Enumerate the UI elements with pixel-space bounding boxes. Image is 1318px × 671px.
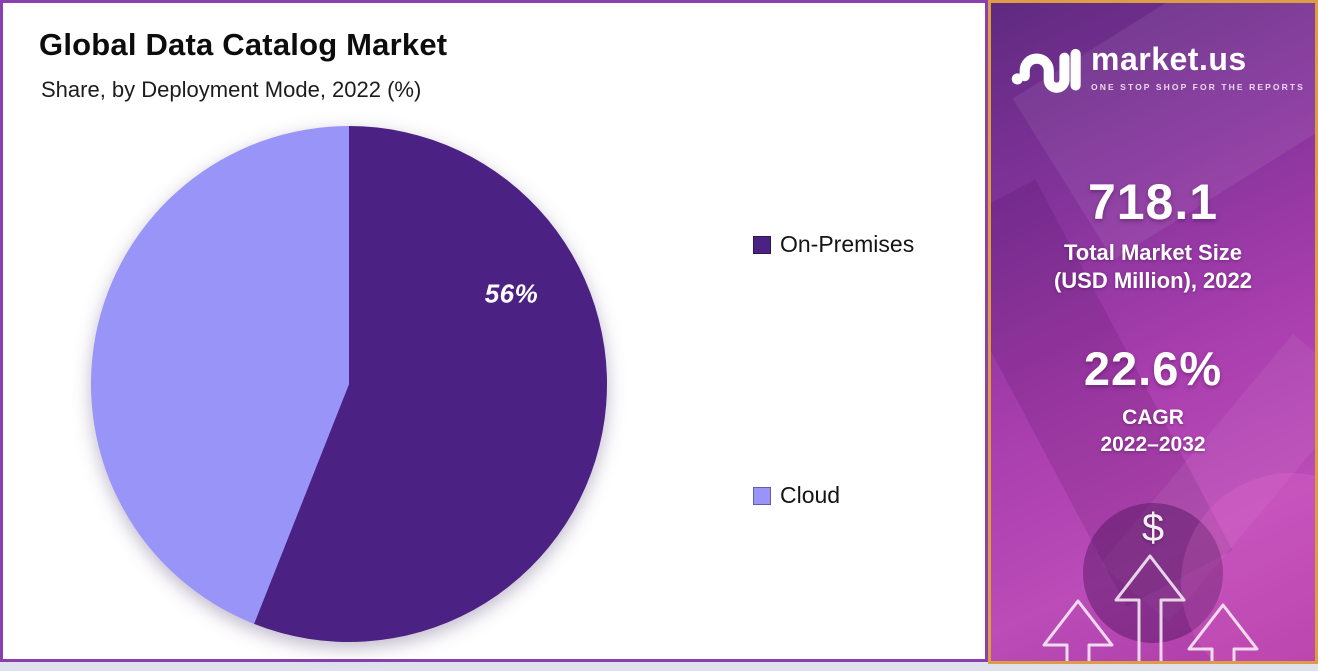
pie-slice-on-premises — [254, 126, 608, 642]
brand-logo-row: market.us ONE STOP SHOP FOR THE REPORTS — [1009, 33, 1305, 104]
legend-item-on-premises: On-Premises — [753, 231, 914, 258]
sidebar-stats: 718.1 Total Market Size (USD Million), 2… — [991, 173, 1315, 458]
brand-tagline: ONE STOP SHOP FOR THE REPORTS — [1091, 82, 1305, 92]
pie-data-label: 56% — [484, 278, 539, 309]
legend-label-on-premises: On-Premises — [780, 231, 915, 257]
pie-chart: 56% — [83, 118, 615, 650]
chart-panel: Global Data Catalog Market Share, by Dep… — [0, 0, 988, 662]
cagr-label-line2: 2022–2032 — [1100, 433, 1206, 457]
total-market-size-value: 718.1 — [1087, 174, 1219, 230]
legend-item-cloud: Cloud — [753, 482, 914, 509]
brand-sidebar: market.us ONE STOP SHOP FOR THE REPORTS … — [988, 0, 1318, 664]
pie-slice-cloud — [91, 126, 350, 624]
total-market-size-label-line1: Total Market Size — [1063, 240, 1243, 265]
marketus-logo-icon — [1009, 33, 1083, 104]
brand-name: market.us — [1091, 41, 1247, 77]
total-market-size-label-line2: (USD Million), 2022 — [1053, 267, 1253, 293]
legend-label-cloud: Cloud — [780, 482, 841, 508]
cagr-value: 22.6% — [1083, 341, 1223, 395]
on-premises-swatch-icon — [753, 235, 771, 254]
chart-title: Global Data Catalog Market — [39, 27, 448, 62]
dollar-icon: $ — [1141, 506, 1165, 550]
chart-subtitle: Share, by Deployment Mode, 2022 (%) — [41, 77, 422, 102]
cloud-swatch-icon — [753, 486, 771, 505]
pie-chart-svg — [91, 126, 608, 642]
cagr-label-line1: CAGR — [1122, 405, 1184, 429]
growth-arrows-icon — [1042, 554, 1259, 661]
legend: On-Premises Cloud — [753, 231, 914, 509]
total-market-size-label: Total Market Size (USD Million), 2022 — [991, 239, 1315, 295]
cagr-label: CAGR 2022–2032 — [991, 404, 1315, 459]
